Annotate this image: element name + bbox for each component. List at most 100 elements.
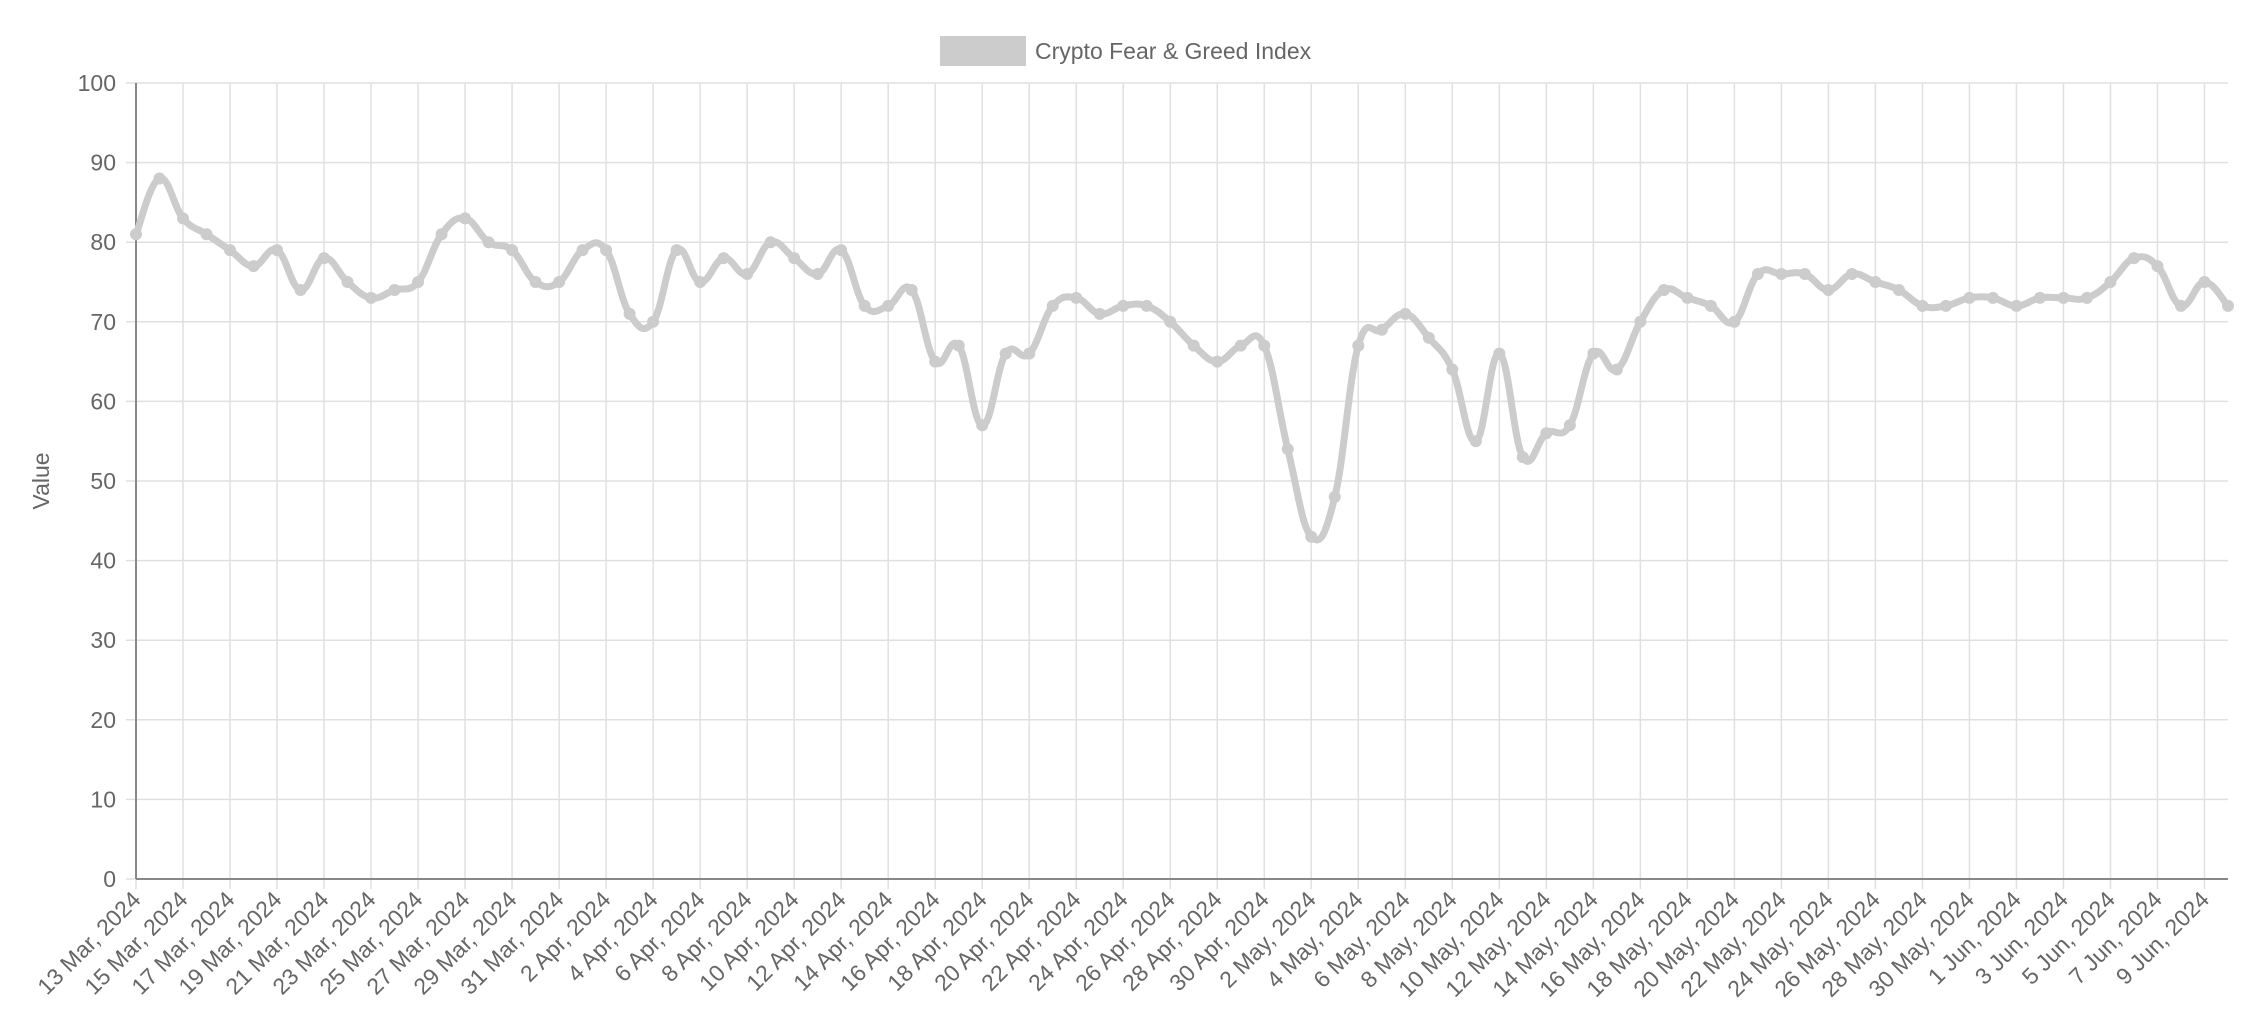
data-point[interactable] [1892, 283, 1905, 296]
data-point[interactable] [1963, 291, 1976, 304]
data-point[interactable] [1375, 323, 1388, 336]
data-point[interactable] [1563, 419, 1576, 432]
data-point[interactable] [1704, 299, 1717, 312]
data-point[interactable] [600, 244, 613, 257]
data-point[interactable] [1775, 268, 1788, 281]
data-point[interactable] [482, 236, 495, 249]
data-point[interactable] [1751, 268, 1764, 281]
data-point[interactable] [1916, 299, 1929, 312]
data-point[interactable] [1446, 363, 1459, 376]
data-point[interactable] [976, 419, 989, 432]
data-point[interactable] [1422, 331, 1435, 344]
data-point[interactable] [1634, 315, 1647, 328]
data-point[interactable] [2151, 260, 2164, 273]
data-point[interactable] [177, 212, 190, 225]
data-point[interactable] [764, 236, 777, 249]
data-point[interactable] [623, 307, 636, 320]
data-point[interactable] [2057, 291, 2070, 304]
data-point[interactable] [2198, 276, 2211, 288]
y-tick-label: 100 [78, 70, 116, 96]
data-point[interactable] [2010, 299, 2023, 312]
data-point[interactable] [2080, 291, 2093, 304]
data-point[interactable] [1070, 291, 1083, 304]
data-point[interactable] [459, 212, 472, 225]
data-point[interactable] [1493, 347, 1506, 360]
data-point[interactable] [905, 283, 918, 296]
data-point[interactable] [130, 228, 142, 241]
data-point[interactable] [1211, 355, 1224, 368]
data-point[interactable] [1258, 339, 1271, 352]
series-points [130, 172, 2234, 543]
y-tick-label: 30 [90, 627, 116, 653]
data-point[interactable] [1305, 530, 1318, 543]
data-point[interactable] [1281, 443, 1294, 456]
data-point[interactable] [247, 260, 260, 273]
data-point[interactable] [788, 252, 801, 265]
legend-swatch [940, 36, 1026, 66]
data-point[interactable] [1610, 363, 1623, 376]
data-point[interactable] [1046, 299, 1059, 312]
data-point[interactable] [506, 244, 519, 257]
data-point[interactable] [1140, 299, 1153, 312]
data-point[interactable] [1681, 291, 1694, 304]
y-tick-label: 70 [90, 309, 116, 335]
data-point[interactable] [1798, 268, 1811, 281]
data-point[interactable] [1939, 299, 1952, 312]
data-point[interactable] [341, 276, 354, 288]
data-point[interactable] [882, 299, 895, 312]
data-point[interactable] [811, 268, 824, 281]
data-point[interactable] [952, 339, 965, 352]
data-point[interactable] [2033, 291, 2046, 304]
data-point[interactable] [1469, 435, 1482, 448]
data-point[interactable] [1540, 427, 1553, 440]
data-point[interactable] [224, 244, 237, 257]
data-point[interactable] [694, 276, 707, 288]
data-point[interactable] [741, 268, 754, 281]
data-point[interactable] [365, 291, 378, 304]
data-point[interactable] [1117, 299, 1130, 312]
data-point[interactable] [1352, 339, 1365, 352]
data-point[interactable] [717, 252, 730, 265]
legend[interactable]: Crypto Fear & Greed Index [940, 36, 1312, 66]
data-point[interactable] [1516, 451, 1529, 464]
data-point[interactable] [435, 228, 448, 241]
axes [135, 83, 2228, 880]
data-point[interactable] [1187, 339, 1200, 352]
data-point[interactable] [294, 283, 307, 296]
data-point[interactable] [2127, 252, 2140, 265]
data-point[interactable] [1986, 291, 1999, 304]
data-point[interactable] [1328, 490, 1341, 503]
data-point[interactable] [271, 244, 284, 257]
data-point[interactable] [200, 228, 213, 241]
data-point[interactable] [1845, 268, 1858, 281]
data-point[interactable] [576, 244, 589, 257]
data-point[interactable] [1869, 276, 1882, 288]
data-point[interactable] [2104, 276, 2117, 288]
data-point[interactable] [647, 315, 660, 328]
data-point[interactable] [999, 347, 1012, 360]
data-point[interactable] [529, 276, 542, 288]
data-point[interactable] [1728, 315, 1741, 328]
data-point[interactable] [553, 276, 566, 288]
data-point[interactable] [412, 276, 425, 288]
data-point[interactable] [929, 355, 942, 368]
data-point[interactable] [1657, 283, 1670, 296]
data-point[interactable] [1399, 307, 1412, 320]
data-point[interactable] [2174, 299, 2187, 312]
data-point[interactable] [318, 252, 331, 265]
data-point[interactable] [835, 244, 848, 257]
y-tick-label: 80 [90, 229, 116, 255]
data-point[interactable] [1587, 347, 1600, 360]
data-point[interactable] [2222, 299, 2234, 312]
data-point[interactable] [1093, 307, 1106, 320]
data-point[interactable] [1023, 347, 1036, 360]
data-point[interactable] [153, 172, 166, 185]
data-point[interactable] [858, 299, 871, 312]
data-point[interactable] [1164, 315, 1177, 328]
data-point[interactable] [1822, 283, 1835, 296]
data-point[interactable] [1234, 339, 1247, 352]
data-point[interactable] [388, 283, 401, 296]
data-point[interactable] [670, 244, 683, 257]
